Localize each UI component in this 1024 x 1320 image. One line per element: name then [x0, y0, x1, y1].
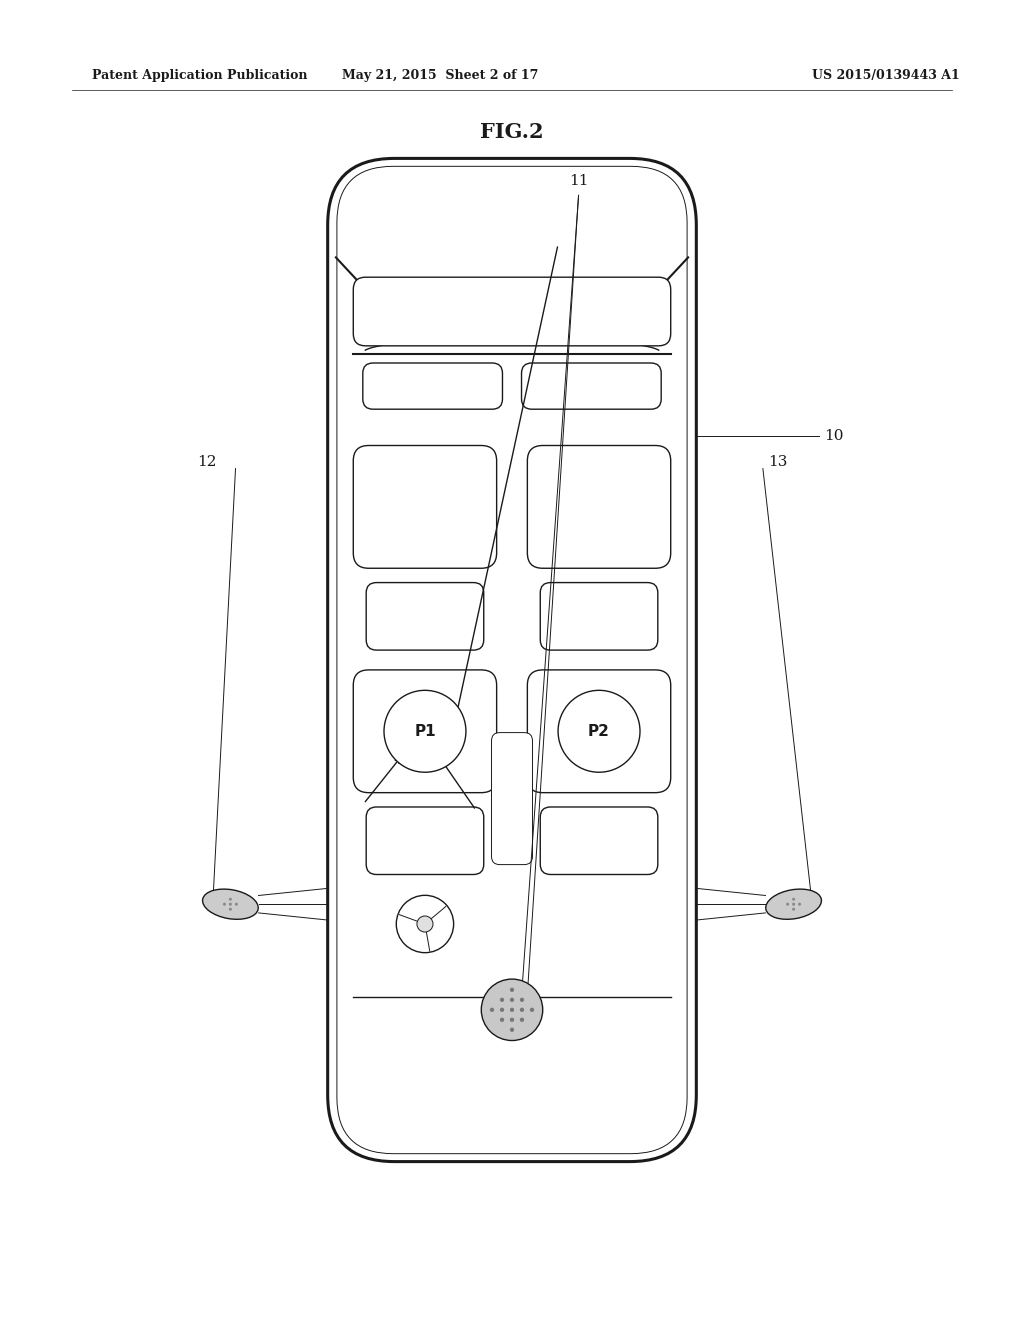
Circle shape [417, 916, 433, 932]
Text: Patent Application Publication: Patent Application Publication [92, 69, 307, 82]
FancyBboxPatch shape [541, 582, 657, 649]
Circle shape [793, 903, 795, 906]
Circle shape [481, 979, 543, 1040]
Text: 12: 12 [198, 455, 217, 469]
FancyBboxPatch shape [492, 733, 532, 865]
Circle shape [786, 903, 790, 906]
Circle shape [229, 898, 231, 900]
Text: 10: 10 [824, 429, 844, 442]
Circle shape [520, 998, 524, 1002]
Circle shape [489, 1007, 495, 1012]
Circle shape [558, 690, 640, 772]
FancyBboxPatch shape [353, 277, 671, 346]
FancyBboxPatch shape [521, 363, 662, 409]
Text: 11: 11 [568, 174, 589, 187]
Circle shape [384, 690, 466, 772]
Circle shape [793, 908, 795, 911]
Text: 13: 13 [768, 455, 787, 469]
Text: May 21, 2015  Sheet 2 of 17: May 21, 2015 Sheet 2 of 17 [342, 69, 539, 82]
Text: FIG.2: FIG.2 [480, 121, 544, 143]
FancyBboxPatch shape [367, 582, 483, 649]
Circle shape [500, 998, 504, 1002]
Circle shape [793, 898, 795, 900]
Text: US 2015/0139443 A1: US 2015/0139443 A1 [812, 69, 959, 82]
Circle shape [510, 1027, 514, 1032]
FancyBboxPatch shape [527, 671, 671, 792]
Circle shape [510, 998, 514, 1002]
FancyBboxPatch shape [353, 671, 497, 792]
Circle shape [510, 1018, 514, 1022]
Text: P2: P2 [588, 723, 610, 739]
Circle shape [510, 987, 514, 993]
Circle shape [229, 903, 231, 906]
Circle shape [223, 903, 226, 906]
FancyBboxPatch shape [353, 446, 497, 568]
Circle shape [798, 903, 801, 906]
FancyBboxPatch shape [328, 158, 696, 1162]
Circle shape [520, 1007, 524, 1012]
FancyBboxPatch shape [362, 363, 503, 409]
Circle shape [234, 903, 238, 906]
Ellipse shape [203, 890, 258, 919]
Text: P1: P1 [414, 723, 436, 739]
Circle shape [229, 908, 231, 911]
FancyBboxPatch shape [541, 807, 657, 874]
Circle shape [520, 1018, 524, 1022]
Ellipse shape [766, 890, 821, 919]
Circle shape [529, 1007, 535, 1012]
FancyBboxPatch shape [367, 807, 483, 874]
Circle shape [500, 1007, 504, 1012]
Circle shape [500, 1018, 504, 1022]
FancyBboxPatch shape [527, 446, 671, 568]
Circle shape [510, 1007, 514, 1012]
